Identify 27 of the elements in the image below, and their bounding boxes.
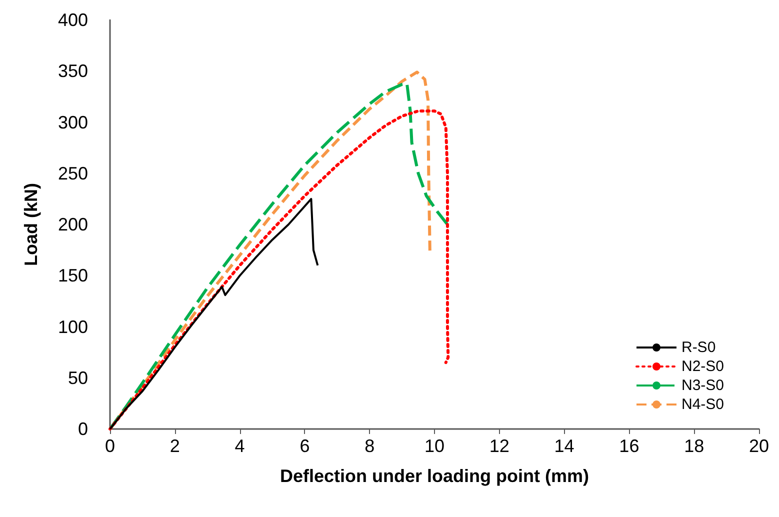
x-tick-label: 10 (424, 436, 445, 456)
x-tick-label: 0 (104, 436, 116, 456)
x-tick-label: 16 (619, 436, 640, 456)
y-tick-label: 0 (78, 419, 88, 439)
legend-label: R-S0 (681, 339, 716, 356)
y-tick-label: 350 (58, 61, 88, 82)
y-tick-label: 400 (58, 10, 88, 30)
line-series (109, 198, 319, 430)
x-tick-label: 4 (234, 436, 245, 456)
y-tick-label: 200 (58, 214, 88, 234)
x-tick-label: 18 (684, 436, 704, 456)
x-tick-label: 20 (748, 436, 770, 456)
x-tick-label: 2 (170, 436, 180, 456)
legend-label: N4-S0 (681, 396, 724, 413)
y-tick-label: 100 (58, 316, 88, 337)
y-tick-label: 50 (68, 368, 88, 388)
y-axis-title: Load (kN) (21, 183, 41, 266)
x-axis-title: Deflection under loading point (mm) (280, 466, 589, 486)
x-tick-label: 12 (489, 436, 510, 456)
y-tick-label: 300 (58, 112, 88, 132)
y-tick-label: 150 (58, 266, 88, 286)
y-tick-label: 250 (58, 163, 88, 184)
x-tick-label: 8 (364, 436, 375, 456)
x-tick-label: 14 (554, 436, 574, 456)
x-tick-label: 6 (300, 436, 310, 456)
legend-label: N3-S0 (681, 377, 724, 394)
legend-label: N2-S0 (681, 358, 724, 375)
